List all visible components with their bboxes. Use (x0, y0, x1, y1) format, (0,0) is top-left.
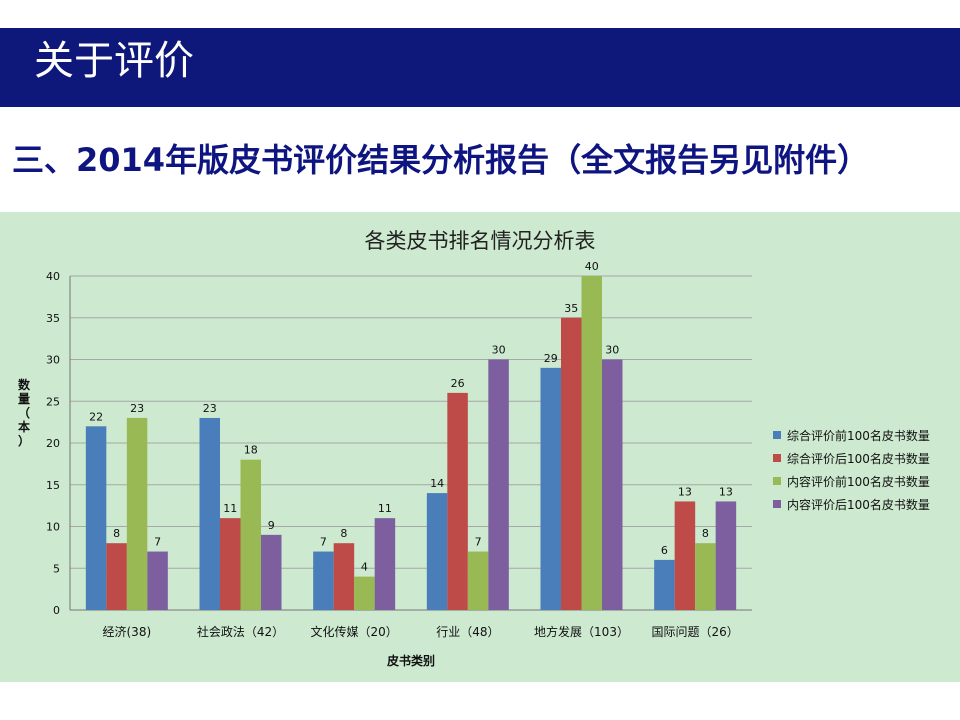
bar (147, 551, 168, 610)
data-label: 13 (719, 485, 733, 498)
bars (85, 276, 737, 610)
y-axis-title-char: 数 (18, 377, 31, 392)
legend-label: 综合评价前100名皮书数量 (787, 428, 930, 443)
data-label: 26 (451, 377, 465, 390)
legend-label: 内容评价后100名皮书数量 (787, 497, 930, 512)
bar (447, 392, 468, 610)
bar (602, 359, 623, 610)
bar (426, 493, 448, 610)
data-label: 22 (89, 410, 103, 423)
legend-label: 内容评价前100名皮书数量 (787, 474, 930, 489)
bar (540, 367, 561, 610)
bar (85, 426, 107, 610)
data-label: 8 (340, 527, 347, 540)
legend: 综合评价前100名皮书数量综合评价后100名皮书数量内容评价前100名皮书数量内… (773, 428, 930, 512)
data-label: 8 (702, 527, 709, 540)
legend-swatch (773, 431, 781, 439)
bar (581, 276, 602, 610)
y-tick-label: 10 (46, 521, 60, 534)
legend-swatch (773, 454, 781, 462)
data-label: 35 (564, 302, 578, 315)
bar (695, 543, 716, 610)
bar-chart: 各类皮书排名情况分析表 0 5 10 15 20 25 30 35 40 22 8 23 7 23 11 1… (18, 229, 930, 668)
slide-subtitle: 三、2014年版皮书评价结果分析报告（全文报告另见附件） (12, 141, 870, 179)
data-label: 40 (585, 260, 599, 273)
data-label: 9 (268, 519, 275, 532)
y-tick-label: 20 (46, 437, 60, 450)
data-label: 7 (154, 536, 161, 549)
x-category-labels: 经济(38) 社会政法（42） 文化传媒（20） 行业（48） 地方发展（103） 国际问… (103, 624, 739, 639)
bar (674, 501, 696, 610)
bar (654, 559, 675, 610)
data-label: 11 (223, 502, 237, 515)
bar (354, 576, 375, 610)
data-label: 30 (492, 344, 506, 357)
data-label: 6 (661, 544, 668, 557)
x-category-label: 行业（48） (436, 625, 499, 639)
x-category-label: 地方发展（103） (534, 624, 629, 639)
data-label: 30 (605, 344, 619, 357)
data-label: 4 (361, 561, 368, 574)
slide-header-title: 关于评价 (34, 38, 194, 84)
bar (374, 518, 396, 610)
y-tick-label: 40 (46, 270, 60, 283)
x-category-label: 文化传媒（20） (311, 624, 398, 639)
y-tick-label: 30 (46, 354, 60, 367)
data-label: 23 (203, 402, 217, 415)
x-category-label: 国际问题（26） (652, 625, 739, 639)
data-label: 29 (544, 352, 558, 365)
bar (240, 459, 261, 610)
bar (333, 543, 355, 610)
header-banner (0, 28, 960, 107)
data-label: 13 (678, 485, 692, 498)
y-axis-title: 数量（本） (18, 377, 31, 448)
data-label: 8 (113, 527, 120, 540)
x-category-label: 经济(38) (103, 624, 152, 639)
bar (106, 543, 127, 610)
y-tick-label: 35 (46, 312, 60, 325)
y-tick-label: 15 (46, 479, 60, 492)
y-axis-title-char: 本 (18, 419, 30, 434)
bar (199, 417, 220, 610)
legend-swatch (773, 477, 781, 485)
y-tick-label: 0 (53, 604, 60, 617)
data-label: 18 (244, 444, 258, 457)
y-axis-title-char: 量 (18, 392, 30, 406)
bar (488, 359, 509, 610)
bar (261, 534, 282, 610)
data-label: 11 (378, 502, 392, 515)
y-tick-labels: 0 5 10 15 20 25 30 35 40 (46, 270, 60, 617)
x-axis-title: 皮书类别 (386, 653, 435, 668)
y-tick-label: 25 (46, 395, 60, 408)
data-label: 7 (320, 536, 327, 549)
gridlines (69, 275, 752, 611)
data-label: 7 (475, 536, 482, 549)
data-label: 23 (130, 402, 144, 415)
bar (313, 551, 334, 610)
legend-swatch (773, 500, 781, 508)
bar (126, 417, 148, 610)
bar (220, 518, 241, 610)
y-axis-title-char: （ (18, 405, 30, 420)
data-label: 14 (430, 477, 444, 490)
bar (561, 317, 582, 610)
y-tick-label: 5 (53, 562, 60, 575)
y-axis-title-char: ） (18, 433, 30, 448)
x-category-label: 社会政法（42） (197, 624, 284, 639)
bar (467, 551, 489, 610)
chart-title: 各类皮书排名情况分析表 (365, 229, 596, 253)
legend-label: 综合评价后100名皮书数量 (787, 451, 930, 466)
bar (715, 501, 737, 610)
